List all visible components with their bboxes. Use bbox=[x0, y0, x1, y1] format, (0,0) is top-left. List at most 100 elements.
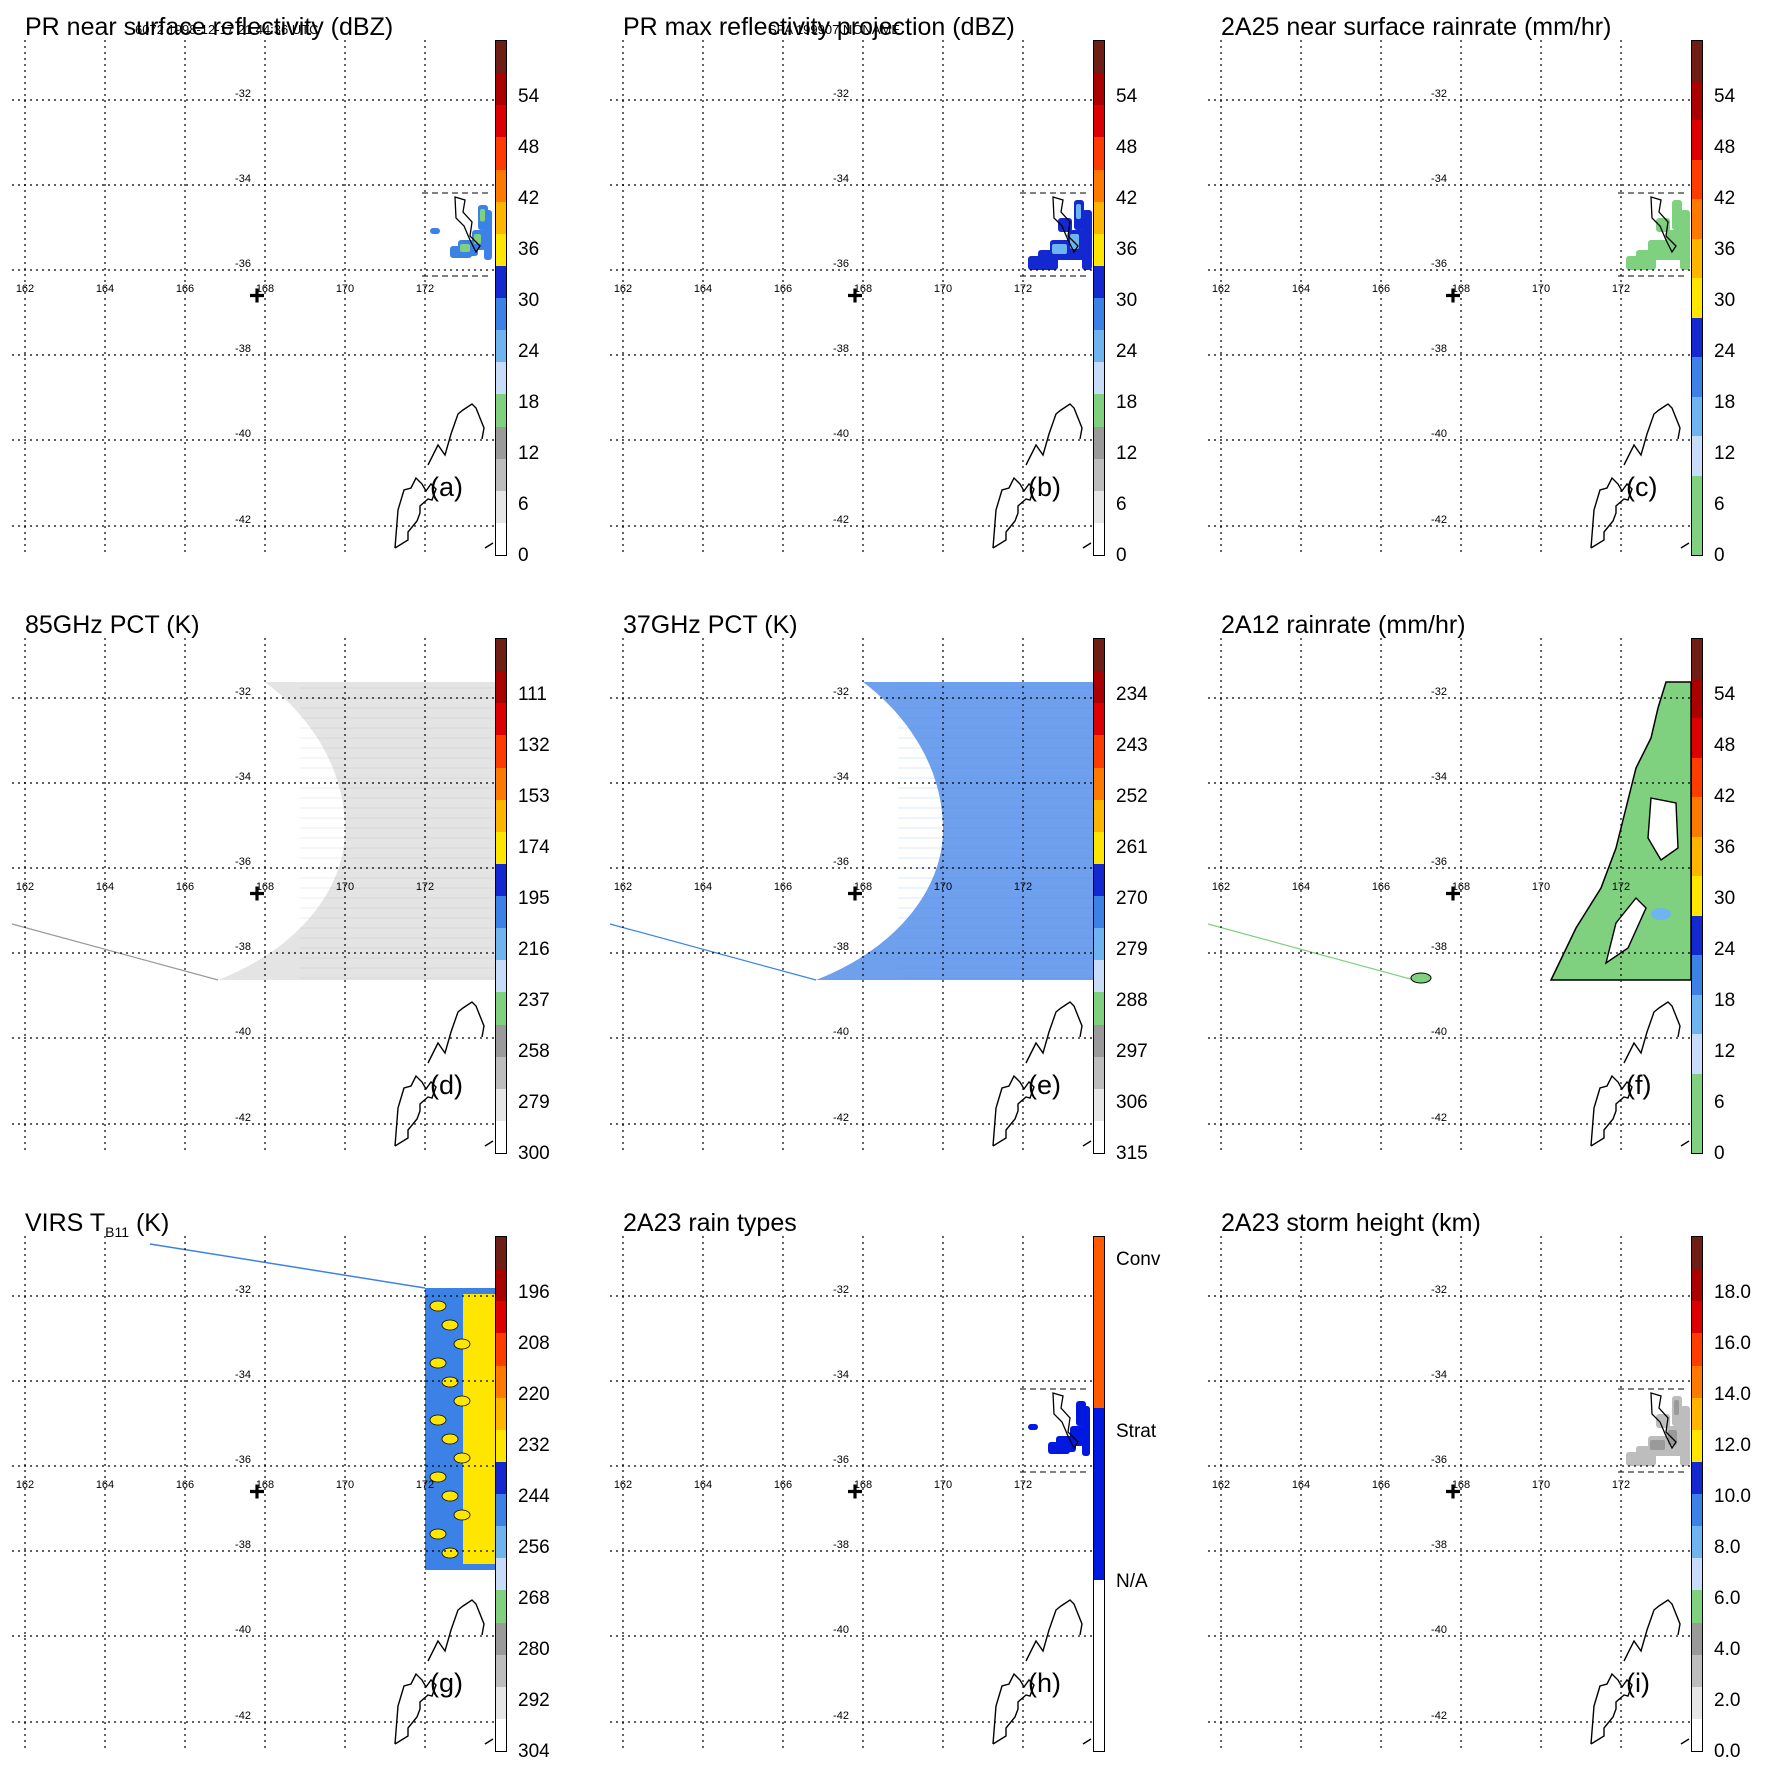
map-plot: -32 -34 -36 -38 -40 -42 162 164 166 168 170 172 bbox=[1208, 1236, 1691, 1752]
coast-north-island bbox=[1025, 403, 1083, 466]
coastline bbox=[1590, 1001, 1690, 1147]
lat-label: -38 bbox=[833, 343, 849, 355]
colorbar-tick-label: 12 bbox=[518, 443, 540, 464]
lat-label: -36 bbox=[833, 1454, 849, 1466]
colorbar-tick-label: 208 bbox=[518, 1333, 550, 1354]
graticule bbox=[1208, 638, 1691, 1154]
lat-label: -42 bbox=[833, 514, 849, 526]
colorbar-tick-label: 0 bbox=[1116, 545, 1127, 566]
rain-gap bbox=[1647, 797, 1679, 862]
coast-northland bbox=[1052, 196, 1079, 254]
colorbar-segment bbox=[496, 928, 506, 961]
colorbar bbox=[1093, 40, 1105, 556]
panel-title-main: VIRS T bbox=[25, 1209, 106, 1237]
colorbar-tick-label: 196 bbox=[518, 1282, 550, 1303]
colorbar-segment bbox=[496, 767, 506, 800]
cloud-cell bbox=[441, 1319, 459, 1331]
lon-label: 164 bbox=[1292, 881, 1310, 893]
cloud-cell bbox=[453, 1452, 471, 1464]
colorbar-tick-label: 18 bbox=[1714, 392, 1736, 413]
colorbar-tick-label: 30 bbox=[1116, 290, 1138, 311]
lon-label: 162 bbox=[1212, 881, 1230, 893]
tmi-swath bbox=[11, 682, 495, 981]
lon-label: 168 bbox=[256, 881, 274, 893]
swath-fill bbox=[816, 682, 1093, 980]
colorbar-segment bbox=[496, 799, 506, 832]
lat-label: -40 bbox=[1431, 428, 1447, 440]
colorbar-segment bbox=[496, 1494, 506, 1527]
coast-north-island bbox=[427, 1599, 485, 1662]
colorbar-segment bbox=[1094, 137, 1104, 170]
colorbar-segment bbox=[1692, 80, 1702, 121]
coast-north-island bbox=[1623, 1001, 1681, 1064]
rain-cell bbox=[1410, 972, 1432, 984]
lon-label: 164 bbox=[1292, 1479, 1310, 1491]
map-plot: -32 -34 -36 -38 -40 -42 162 164 166 168 170 172 bbox=[1208, 40, 1691, 556]
lon-label: 170 bbox=[336, 283, 354, 295]
colorbar-tick-label: 48 bbox=[1714, 735, 1736, 756]
colorbar-segment bbox=[496, 1365, 506, 1398]
colorbar-segment bbox=[1094, 426, 1104, 459]
colorbar-tick-label: N/A bbox=[1116, 1571, 1148, 1592]
colorbar-segment bbox=[1094, 863, 1104, 896]
colorbar-segment bbox=[496, 330, 506, 363]
colorbar-segment bbox=[1692, 1526, 1702, 1559]
panel-label: (h) bbox=[1028, 1668, 1061, 1698]
colorbar-tick-label: Conv bbox=[1116, 1249, 1161, 1270]
colorbar bbox=[1691, 638, 1703, 1154]
lon-label: 172 bbox=[416, 1479, 434, 1491]
graticule bbox=[610, 40, 1093, 556]
coast-fragment bbox=[1680, 1140, 1690, 1147]
colorbar-segment bbox=[496, 1301, 506, 1334]
colorbar-segment bbox=[1692, 396, 1702, 437]
colorbar-segment bbox=[1094, 394, 1104, 427]
panel-a: -32 -34 -36 -38 -40 -42 162 164 166 168 170 172 PR … bbox=[0, 0, 560, 566]
colorbar-tick-label: 237 bbox=[518, 990, 550, 1011]
colorbar-tick-label: 252 bbox=[1116, 786, 1148, 807]
colorbar-segment bbox=[496, 298, 506, 331]
colorbar-segment bbox=[496, 1237, 506, 1270]
lon-label: 166 bbox=[774, 881, 792, 893]
colorbar-tick-label: 24 bbox=[1116, 341, 1138, 362]
colorbar-tick-label: 300 bbox=[518, 1143, 550, 1164]
colorbar-tick-label: 268 bbox=[518, 1588, 550, 1609]
lon-label: 162 bbox=[614, 881, 632, 893]
colorbar-segment bbox=[1094, 105, 1104, 138]
colorbar-segment bbox=[1692, 1718, 1702, 1751]
colorbar bbox=[1691, 1236, 1703, 1752]
lon-label: 166 bbox=[774, 1479, 792, 1491]
lat-label: -38 bbox=[1431, 941, 1447, 953]
storm-center-marker bbox=[1446, 288, 1460, 303]
rain-echo bbox=[1626, 256, 1650, 270]
lon-label: 170 bbox=[1532, 1479, 1550, 1491]
colorbar-tick-label: 234 bbox=[1116, 684, 1148, 705]
colorbar-segment bbox=[496, 831, 506, 864]
colorbar-tick-label: 48 bbox=[518, 137, 540, 158]
lat-label: -34 bbox=[235, 771, 251, 783]
colorbar-segment bbox=[1094, 1408, 1104, 1580]
coastline bbox=[992, 1599, 1092, 1745]
colorbar bbox=[495, 40, 507, 556]
panel-title: 2A23 storm height (km) bbox=[1221, 1209, 1481, 1237]
map-plot: -32 -34 -36 -38 -40 -42 162 164 166 168 170 172 bbox=[12, 40, 495, 556]
colorbar-segment bbox=[496, 992, 506, 1025]
lat-label: -42 bbox=[1431, 1112, 1447, 1124]
pr-swath-edge bbox=[1618, 1388, 1684, 1473]
coast-south-island bbox=[394, 1074, 437, 1147]
colorbar-segment bbox=[1094, 490, 1104, 523]
lat-label: -36 bbox=[833, 258, 849, 270]
colorbar-tick-label: 280 bbox=[518, 1639, 550, 1660]
colorbar-segment bbox=[1094, 896, 1104, 929]
coast-fragment bbox=[1082, 542, 1092, 549]
coast-north-island bbox=[1623, 1599, 1681, 1662]
storm-center-marker bbox=[250, 288, 264, 303]
colorbar-tick-label: 261 bbox=[1116, 837, 1148, 858]
panel-title: 37GHz PCT (K) bbox=[623, 611, 798, 639]
scan-edge-line bbox=[609, 923, 817, 981]
colorbar-tick-label: 42 bbox=[1714, 786, 1736, 807]
colorbar-segment bbox=[1692, 797, 1702, 837]
lat-label: -40 bbox=[1431, 1624, 1447, 1636]
panel-title: 85GHz PCT (K) bbox=[25, 611, 200, 639]
colorbar-tick-label: 0.0 bbox=[1714, 1741, 1741, 1762]
colorbar-tick-label: 18 bbox=[518, 392, 540, 413]
